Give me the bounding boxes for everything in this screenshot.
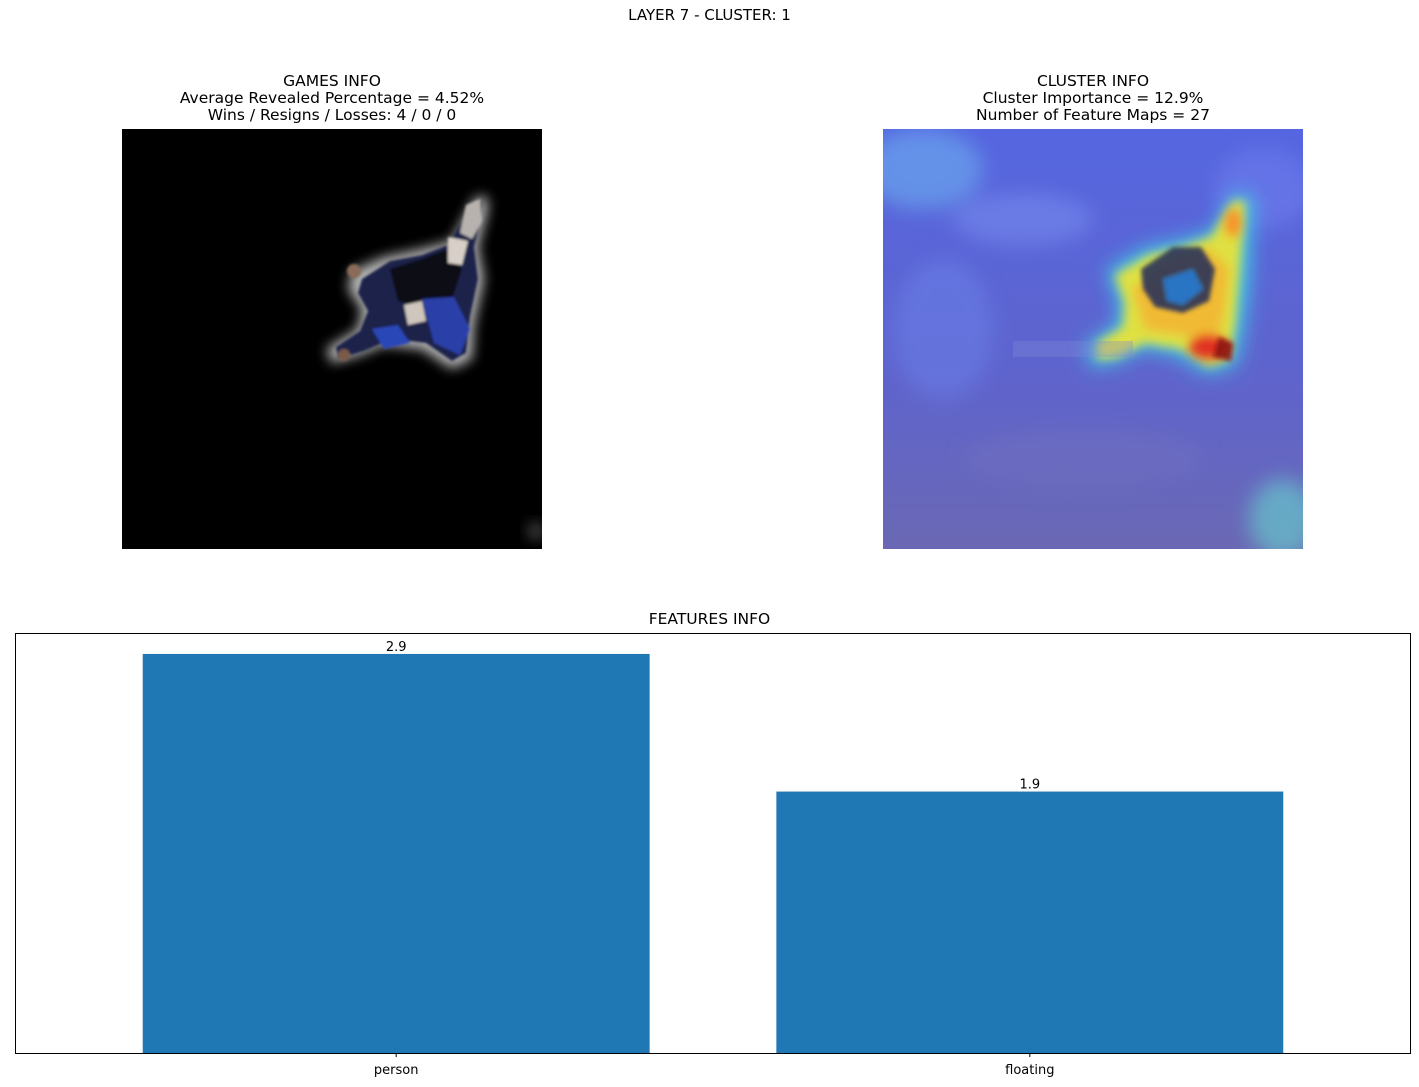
games-info-title: GAMES INFO xyxy=(283,72,381,90)
data-label-person: 2.9 xyxy=(386,640,407,655)
x-tick-label-person: person xyxy=(374,1063,419,1078)
x-tick-label-floating: floating xyxy=(1005,1063,1054,1078)
figure-title: LAYER 7 - CLUSTER: 1 xyxy=(628,6,791,24)
wins-resigns-losses: Wins / Resigns / Losses: 4 / 0 / 0 xyxy=(207,106,457,124)
bar-person xyxy=(142,653,650,1053)
features-info-title: FEATURES INFO xyxy=(648,610,771,628)
masked-skydiver-image xyxy=(122,129,542,549)
games-info-title-block: GAMES INFO Average Revealed Percentage =… xyxy=(82,73,582,124)
cluster-info-title-block: CLUSTER INFO Cluster Importance = 12.9% … xyxy=(843,73,1343,124)
data-label-floating: 1.9 xyxy=(1019,778,1040,793)
cluster-importance: Cluster Importance = 12.9% xyxy=(982,89,1204,107)
bar-floating xyxy=(776,791,1284,1053)
cluster-info-title: CLUSTER INFO xyxy=(1036,72,1150,90)
number-of-feature-maps: Number of Feature Maps = 27 xyxy=(976,106,1210,124)
average-revealed-percentage: Average Revealed Percentage = 4.52% xyxy=(179,89,485,107)
plot-frame xyxy=(15,633,1411,1054)
heatmap-overlay-skydiver-image xyxy=(883,129,1303,549)
